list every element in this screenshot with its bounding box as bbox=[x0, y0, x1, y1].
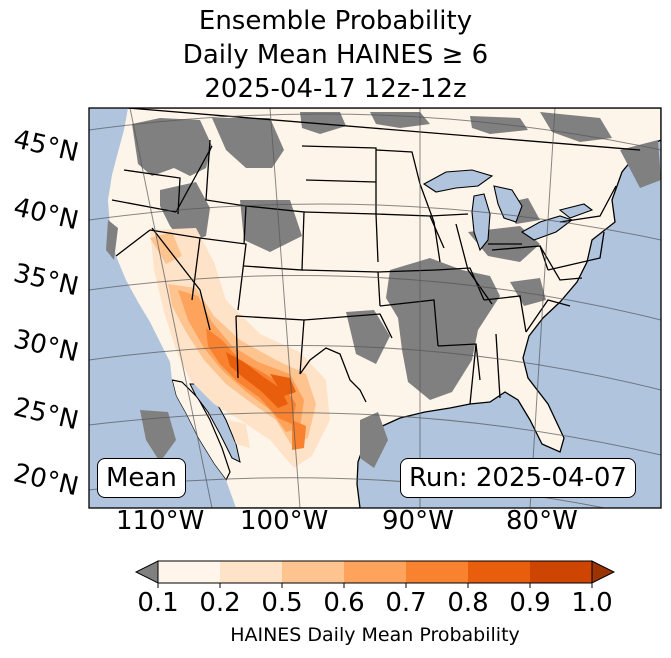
colorbar-segment bbox=[406, 561, 468, 583]
colorbar-tick: 0.7 bbox=[385, 588, 427, 618]
state-borders bbox=[111, 108, 641, 405]
mean-box: Mean bbox=[97, 458, 186, 498]
lon-label-80: 80°W bbox=[506, 506, 578, 536]
title-line-2: Daily Mean HAINES ≥ 6 bbox=[182, 40, 489, 70]
colorbar-segment bbox=[220, 561, 282, 583]
colorbar-segment bbox=[468, 561, 530, 583]
colorbar-segment bbox=[158, 561, 220, 583]
pacific-ocean bbox=[89, 108, 236, 508]
colorbar-over-arrow bbox=[591, 560, 616, 584]
colorbar-under-arrow bbox=[134, 560, 159, 584]
lon-label-110: 110°W bbox=[116, 506, 205, 536]
colorbar-segment bbox=[530, 561, 592, 583]
map-frame bbox=[88, 107, 662, 509]
colorbar-tick: 0.2 bbox=[199, 588, 241, 618]
colorbar-frame bbox=[157, 560, 593, 584]
colorbar-tick: 0.1 bbox=[137, 588, 179, 618]
title-line-3: 2025-04-17 12z-12z bbox=[204, 74, 467, 104]
colorbar-tick: 0.6 bbox=[323, 588, 365, 618]
colorbar-label: HAINES Daily Mean Probability bbox=[230, 624, 520, 646]
lon-label-90: 90°W bbox=[382, 506, 454, 536]
colorbar-segment bbox=[344, 561, 406, 583]
colorbar-tick: 0.9 bbox=[509, 588, 551, 618]
title-line-1: Ensemble Probability bbox=[198, 6, 473, 36]
colorbar-tick: 1.0 bbox=[571, 588, 613, 618]
no-data-areas bbox=[106, 112, 661, 468]
colorbar-segment bbox=[282, 561, 344, 583]
run-date-box: Run: 2025-04-07 bbox=[400, 458, 636, 498]
colorbar-tick: 0.8 bbox=[447, 588, 489, 618]
lon-label-100: 100°W bbox=[240, 506, 329, 536]
colorbar-tick: 0.5 bbox=[261, 588, 303, 618]
